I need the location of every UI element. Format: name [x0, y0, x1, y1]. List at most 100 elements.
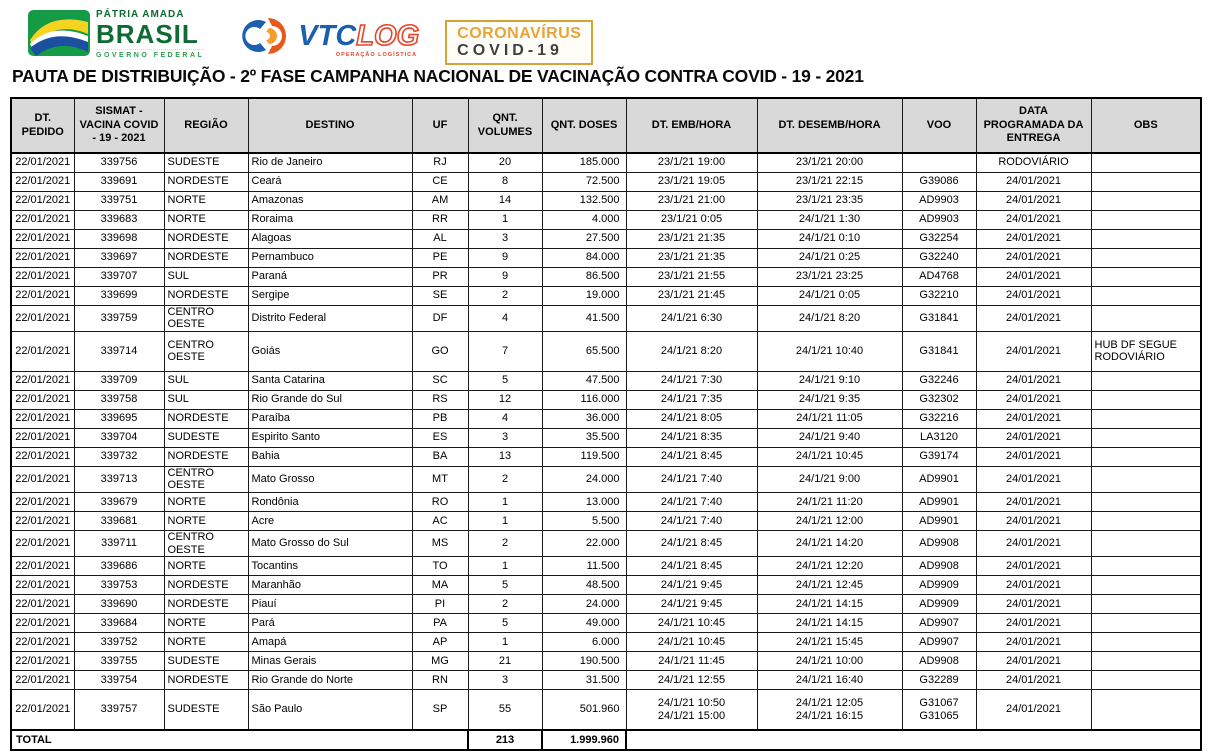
cell-destino: Pará: [247, 613, 413, 634]
cell-dt_pedido: 22/01/2021: [10, 575, 75, 596]
cell-dt_desemb: 23/1/21 23:25: [756, 266, 903, 287]
cell-qnt_volumes: 9: [467, 247, 543, 268]
cell-data_entrega: 24/01/2021: [975, 427, 1092, 448]
cell-destino: Acre: [247, 511, 413, 532]
table-row: 22/01/2021 339752 NORTE Amapá AP 1 6.000 24/1/2…: [10, 632, 1202, 653]
table-row: 22/01/2021 339698 NORDESTE Alagoas AL 3 27.500…: [10, 228, 1202, 249]
cell-dt_pedido: 22/01/2021: [10, 689, 75, 731]
cell-uf: BA: [411, 446, 469, 467]
cell-data_entrega: 24/01/2021: [975, 408, 1092, 429]
cell-dt_emb: 24/1/21 7:40: [625, 492, 758, 513]
cell-data_entrega: 24/01/2021: [975, 594, 1092, 615]
cell-data_entrega: 24/01/2021: [975, 530, 1092, 558]
cell-dt_pedido: 22/01/2021: [10, 190, 75, 211]
cell-dt_emb: 23/1/21 21:35: [625, 247, 758, 268]
cell-sismat: 339753: [73, 575, 165, 596]
cell-uf: RJ: [411, 152, 469, 173]
cell-sismat: 339707: [73, 266, 165, 287]
cell-obs: [1090, 511, 1202, 532]
table-row: 22/01/2021 339759 CENTRO OESTE Distrito Fed…: [10, 304, 1202, 332]
cell-uf: PI: [411, 594, 469, 615]
cell-dt_pedido: 22/01/2021: [10, 285, 75, 306]
cell-voo: AD9903: [901, 190, 977, 211]
cell-dt_emb: 24/1/21 7:30: [625, 370, 758, 391]
cell-dt_emb: 24/1/21 8:05: [625, 408, 758, 429]
cell-dt_emb: 24/1/21 9:45: [625, 575, 758, 596]
cell-qnt_volumes: 2: [467, 285, 543, 306]
cell-sismat: 339711: [73, 530, 165, 558]
cell-dt_desemb: 24/1/21 11:20: [756, 492, 903, 513]
cell-dt_desemb: 24/1/21 10:00: [756, 651, 903, 672]
cell-dt_emb: 24/1/21 8:20: [625, 330, 758, 372]
cell-voo: AD9901: [901, 511, 977, 532]
cell-dt_emb: 24/1/21 8:45: [625, 556, 758, 577]
cell-qnt_doses: 6.000: [541, 632, 627, 653]
cell-obs: [1090, 492, 1202, 513]
cell-qnt_volumes: 8: [467, 171, 543, 192]
cell-voo: G32254: [901, 228, 977, 249]
cell-dt_desemb: 23/1/21 23:35: [756, 190, 903, 211]
table-row: 22/01/2021 339756 SUDESTE Rio de Janeiro RJ 2…: [10, 152, 1202, 173]
cell-qnt_volumes: 14: [467, 190, 543, 211]
cell-qnt_doses: 185.000: [541, 152, 627, 173]
cell-destino: Rondônia: [247, 492, 413, 513]
cell-dt_desemb: 24/1/21 10:40: [756, 330, 903, 372]
table-row: 22/01/2021 339713 CENTRO OESTE Mato Grosso M…: [10, 465, 1202, 494]
brasil-government-logo: PÁTRIA AMADA BRASIL GOVERNO FEDERAL: [28, 10, 205, 59]
cell-voo: AD9901: [901, 465, 977, 494]
cell-qnt_doses: 4.000: [541, 209, 627, 230]
cell-sismat: 339713: [73, 465, 165, 494]
cell-regiao: CENTRO OESTE: [163, 530, 249, 558]
table-row: 22/01/2021 339699 NORDESTE Sergipe SE 2 19.000…: [10, 285, 1202, 306]
cell-qnt_doses: 41.500: [541, 304, 627, 332]
cell-obs: [1090, 427, 1202, 448]
cell-obs: [1090, 530, 1202, 558]
cell-regiao: NORDESTE: [163, 670, 249, 691]
cell-sismat: 339697: [73, 247, 165, 268]
cell-dt_pedido: 22/01/2021: [10, 389, 75, 410]
cell-voo: G32216: [901, 408, 977, 429]
cell-obs: HUB DF SEGUE RODOVIÁRIO: [1090, 330, 1202, 372]
cell-qnt_volumes: 1: [467, 632, 543, 653]
cell-qnt_doses: 5.500: [541, 511, 627, 532]
cell-uf: AM: [411, 190, 469, 211]
cell-destino: Roraima: [247, 209, 413, 230]
cell-data_entrega: 24/01/2021: [975, 285, 1092, 306]
cell-qnt_volumes: 5: [467, 370, 543, 391]
cell-voo: G31841: [901, 330, 977, 372]
cell-dt_emb: 24/1/21 9:45: [625, 594, 758, 615]
cell-destino: Amapá: [247, 632, 413, 653]
cell-qnt_doses: 119.500: [541, 446, 627, 467]
cell-voo: G32289: [901, 670, 977, 691]
table-row: 22/01/2021 339686 NORTE Tocantins TO 1 11.500 2…: [10, 556, 1202, 577]
cell-voo: G39174: [901, 446, 977, 467]
cell-obs: [1090, 689, 1202, 731]
cell-destino: Santa Catarina: [247, 370, 413, 391]
table-row: 22/01/2021 339709 SUL Santa Catarina SC 5 47.5…: [10, 370, 1202, 391]
table-body: 22/01/2021 339756 SUDESTE Rio de Janeiro RJ 2…: [10, 152, 1202, 731]
cell-qnt_volumes: 5: [467, 613, 543, 634]
table-row: 22/01/2021 339753 NORDESTE Maranhão MA 5 48.50…: [10, 575, 1202, 596]
cell-dt_emb: 23/1/21 21:00: [625, 190, 758, 211]
cell-regiao: NORDESTE: [163, 171, 249, 192]
table-row: 22/01/2021 339690 NORDESTE Piauí PI 2 24.000 24…: [10, 594, 1202, 615]
cell-dt_desemb: 24/1/21 9:00: [756, 465, 903, 494]
cell-obs: [1090, 285, 1202, 306]
cell-data_entrega: 24/01/2021: [975, 689, 1092, 731]
cell-qnt_volumes: 13: [467, 446, 543, 467]
vtc-text: VTC: [298, 19, 357, 52]
cell-data_entrega: 24/01/2021: [975, 632, 1092, 653]
cell-voo: AD9907: [901, 613, 977, 634]
cell-uf: CE: [411, 171, 469, 192]
cell-sismat: 339699: [73, 285, 165, 306]
column-header-dt_emb: DT. EMB/HORA: [625, 97, 758, 154]
vtclog-subtitle: OPERAÇÃO LOGÍSTICA: [335, 52, 418, 58]
cell-qnt_doses: 48.500: [541, 575, 627, 596]
cell-qnt_volumes: 1: [467, 511, 543, 532]
cell-data_entrega: 24/01/2021: [975, 304, 1092, 332]
total-label: TOTAL: [10, 728, 469, 751]
column-header-dt_pedido: DT. PEDIDO: [10, 97, 75, 154]
cell-obs: [1090, 370, 1202, 391]
cell-qnt_volumes: 9: [467, 266, 543, 287]
